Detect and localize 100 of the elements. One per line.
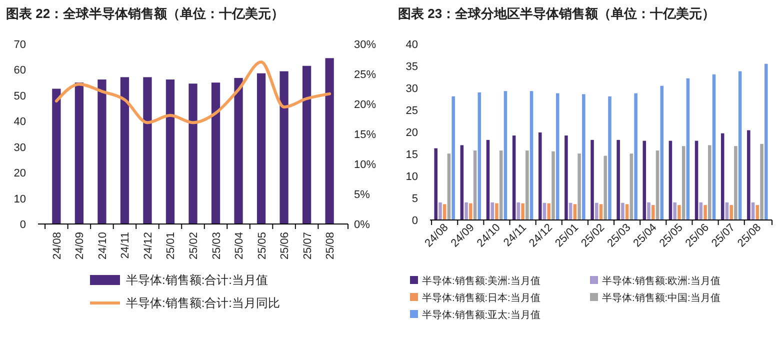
bar: [578, 154, 581, 220]
bar: [712, 74, 716, 220]
y-tick-label: 15: [406, 149, 418, 161]
bar: [447, 154, 451, 220]
bar: [234, 78, 243, 224]
legend-label: 半导体:销售额:美洲:当月值: [422, 275, 540, 287]
y2-tick-label: 15%: [354, 129, 376, 141]
bar: [634, 93, 638, 220]
bar: [678, 205, 681, 220]
y-tick-label: 30: [14, 142, 26, 154]
bar: [512, 136, 516, 220]
bar: [734, 146, 738, 220]
bar: [647, 202, 650, 220]
y2-tick-label: 30%: [354, 39, 376, 51]
x-tick-label: 24/10: [96, 232, 109, 260]
bar: [478, 92, 482, 220]
y-tick-label: 40: [14, 116, 26, 128]
bar: [521, 203, 524, 220]
bar: [760, 144, 764, 220]
bar: [464, 202, 468, 220]
y-tick-label: 25: [406, 105, 418, 117]
x-tick-label: 25/02: [188, 232, 200, 260]
y2-tick-label: 25%: [354, 69, 376, 81]
x-tick-label: 25/05: [256, 232, 268, 260]
legend-label: 半导体:销售额:欧洲:当月值: [602, 275, 720, 287]
bar: [708, 145, 712, 220]
bar: [74, 82, 84, 224]
bar: [280, 71, 288, 224]
y2-tick-label: 5%: [354, 189, 370, 201]
bar: [556, 93, 560, 220]
bar: [188, 84, 198, 224]
y-tick-label: 10: [406, 171, 418, 183]
x-tick-label: 25/01: [165, 232, 178, 260]
bar: [608, 96, 612, 220]
x-tick-label: 25/06: [279, 232, 292, 260]
bar: [590, 140, 594, 220]
bar: [547, 203, 551, 220]
bar: [673, 202, 676, 220]
x-tick-label: 25/04: [234, 232, 246, 260]
bar: [211, 82, 220, 224]
line-series: [54, 60, 332, 124]
y2-tick-label: 20%: [354, 99, 376, 111]
bar: [656, 150, 660, 220]
bar: [98, 79, 106, 224]
bar: [460, 145, 464, 220]
bar: [143, 77, 152, 224]
bar: [538, 132, 542, 220]
chart-title: 图表 23：全球分地区半导体销售额（单位：十亿美元）: [398, 6, 716, 21]
bar: [452, 96, 455, 220]
legend-label: 半导体:销售额:日本:当月值: [422, 292, 540, 304]
bar: [434, 148, 438, 220]
y-tick-label: 60: [14, 64, 26, 77]
y2-tick-label: 0%: [354, 219, 370, 231]
bar: [582, 94, 586, 220]
bar: [604, 156, 608, 220]
bar: [630, 154, 634, 220]
y-tick-label: 40: [406, 39, 418, 51]
bar: [52, 88, 61, 224]
legend-label: 半导体:销售额:亚太:当月值: [422, 309, 540, 321]
x-tick-label: 24/12: [142, 232, 154, 260]
bar: [621, 202, 624, 220]
y-tick-label: 20: [406, 127, 418, 139]
bar: [166, 79, 175, 224]
legend-label: 半导体:销售额:合计:当月同比: [126, 296, 280, 310]
bar: [730, 205, 733, 220]
bar: [504, 91, 508, 220]
bar: [704, 205, 707, 220]
y-tick-label: 10: [14, 193, 26, 206]
x-tick-label: 25/03: [210, 232, 223, 260]
bar: [495, 203, 498, 220]
bar: [526, 150, 529, 220]
bar: [594, 202, 598, 220]
bar: [469, 203, 472, 220]
legend-label: 半导体:销售额:中国:当月值: [602, 292, 720, 304]
bar: [302, 66, 312, 224]
y2-tick-label: 10%: [354, 159, 376, 171]
bar: [668, 140, 672, 220]
y-tick-label: 20: [14, 168, 26, 180]
bar: [694, 140, 698, 220]
x-tick-label: 24/09: [74, 232, 86, 260]
bar: [720, 133, 724, 220]
bar: [120, 77, 130, 224]
bar: [552, 151, 555, 220]
x-tick-label: 25/08: [324, 232, 337, 260]
bar: [438, 202, 442, 220]
x-tick-label: 25/07: [302, 232, 314, 260]
bar: [616, 140, 620, 220]
bar: [747, 130, 750, 220]
bar: [490, 202, 494, 220]
y-tick-label: 0: [20, 219, 26, 231]
y-tick-label: 35: [406, 61, 418, 73]
bar: [682, 146, 686, 220]
bar: [256, 73, 266, 224]
bar: [738, 71, 742, 220]
y-tick-label: 50: [14, 90, 26, 102]
bar: [473, 150, 477, 220]
chart-title: 图表 22：全球半导体销售额（单位：十亿美元）: [6, 6, 284, 21]
bar: [686, 78, 690, 220]
x-tick-label: 24/11: [120, 232, 132, 259]
bar: [642, 140, 646, 220]
